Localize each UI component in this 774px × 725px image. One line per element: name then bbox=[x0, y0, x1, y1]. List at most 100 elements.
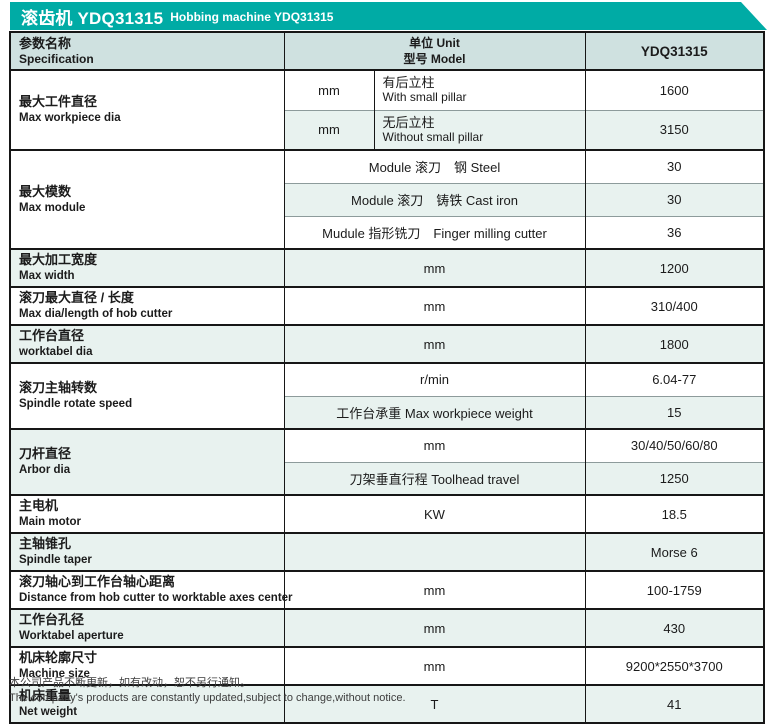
unit-cell: mm bbox=[283, 324, 586, 363]
spec-label-en: Spindle taper bbox=[19, 554, 92, 566]
spec-label-en: Machine size bbox=[19, 668, 90, 680]
header-spec-zh: 参数名称 bbox=[19, 35, 72, 51]
spec-label-en: Distance from hob cutter to worktable ax… bbox=[19, 592, 293, 604]
value-cell: 18.5 bbox=[584, 494, 765, 533]
header-unit-label: 单位 Unit bbox=[409, 36, 460, 50]
value-cell: 3150 bbox=[584, 109, 765, 150]
spec-label-cell: 最大模数 Max module bbox=[9, 149, 285, 249]
footer-note-zh: 本公司产品不断更新，如有改动，恕不另行通知。 bbox=[9, 677, 251, 689]
unit-cell: mm bbox=[283, 428, 586, 462]
unit-cell: mm bbox=[283, 286, 586, 325]
spec-label-en: Worktabel aperture bbox=[19, 630, 124, 642]
variant-cell: 无后立柱 Without small pillar bbox=[373, 109, 586, 150]
spec-label-cell: 最大加工宽度 Max width bbox=[9, 248, 285, 287]
spec-label-en: Max module bbox=[19, 201, 86, 214]
spec-label-cell: 主电机 Main motor bbox=[9, 494, 285, 533]
spec-label-cell: 滚刀轴心到工作台轴心距离 Distance from hob cutter to … bbox=[9, 570, 293, 609]
spec-row: 主轴锥孔 Spindle taper Morse 6 bbox=[9, 532, 765, 571]
spec-label-cell: 机床重量 Net weight bbox=[9, 684, 285, 723]
spec-row: 机床轮廓尺寸 Machine size mm 9200*2550*3700 bbox=[9, 646, 765, 685]
spec-label-zh: 最大加工宽度 bbox=[19, 252, 98, 267]
value-cell: 30/40/50/60/80 bbox=[584, 428, 765, 462]
value-cell: 30 bbox=[584, 182, 765, 216]
spec-row: mm 无后立柱 Without small pillar 3150 bbox=[10, 109, 765, 150]
spec-label-en: Spindle rotate speed bbox=[19, 398, 133, 410]
value-cell: 9200*2550*3700 bbox=[584, 646, 765, 685]
variant-en: With small pillar bbox=[382, 90, 467, 105]
spec-row: 工作台孔径 Worktabel aperture mm 430 bbox=[9, 608, 765, 647]
variant-cell: 有后立柱 With small pillar bbox=[373, 69, 586, 110]
spec-table-body: 最大工件直径 Max workpiece dia mm 有后立柱 With small … bbox=[9, 69, 765, 723]
value-cell: Morse 6 bbox=[584, 532, 765, 571]
spec-label-zh: 刀杆直径 bbox=[19, 446, 72, 461]
unit-cell: Module 滚刀 铸铁 Cast iron bbox=[283, 182, 586, 216]
spec-row: 工作台承重 Max workpiece weight 15 bbox=[10, 395, 765, 429]
title-banner: 滚齿机 YDQ31315 Hobbing machine YDQ31315 bbox=[10, 2, 767, 30]
unit-cell: T bbox=[283, 684, 586, 723]
spec-label-en: Max dia/length of hob cutter bbox=[19, 308, 173, 320]
spec-label-cell: 工作台直径 worktabel dia bbox=[9, 324, 285, 363]
unit-cell: mm bbox=[283, 248, 586, 287]
spec-row: 滚刀主轴转数 Spindle rotate speed r/min 6.04-77 bbox=[9, 362, 765, 429]
unit-cell bbox=[283, 532, 586, 571]
spec-row: 最大模数 Max module Module 滚刀 钢 Steel 30 bbox=[9, 149, 765, 249]
spec-label-zh: 工作台直径 bbox=[19, 328, 85, 343]
spec-label-en: worktabel dia bbox=[19, 346, 93, 358]
spec-row: 滚刀轴心到工作台轴心距离 Distance from hob cutter to … bbox=[9, 570, 765, 609]
header-cell-model-value: YDQ31315 bbox=[584, 31, 765, 71]
unit-cell: mm bbox=[283, 646, 586, 685]
footer-note: 本公司产品不断更新，如有改动，恕不另行通知。 The company's pro… bbox=[9, 676, 769, 706]
value-cell: 100-1759 bbox=[584, 570, 765, 609]
spec-label-cell: 工作台孔径 Worktabel aperture bbox=[9, 608, 285, 647]
value-cell: 1600 bbox=[584, 69, 765, 110]
spec-label-zh: 机床轮廓尺寸 bbox=[19, 650, 98, 665]
header-model-label: 型号 Model bbox=[403, 52, 466, 66]
spec-row: Module 滚刀 铸铁 Cast iron 30 bbox=[10, 182, 765, 216]
table-header-row: 参数名称 Specification 单位 Unit 型号 Model YDQ3… bbox=[9, 31, 765, 71]
spec-row: 工作台直径 worktabel dia mm 1800 bbox=[9, 324, 765, 363]
unit-cell: 刀架垂直行程 Toolhead travel bbox=[283, 461, 586, 495]
value-cell: 430 bbox=[584, 608, 765, 647]
spec-label-en: Net weight bbox=[19, 706, 78, 718]
spec-row: Mudule 指形铣刀 Finger milling cutter 36 bbox=[10, 215, 765, 249]
spec-row: 最大加工宽度 Max width mm 1200 bbox=[9, 248, 765, 287]
spec-row: 主电机 Main motor KW 18.5 bbox=[9, 494, 765, 533]
variant-en: Without small pillar bbox=[382, 129, 484, 144]
footer-note-en: The company's products are constantly up… bbox=[9, 692, 406, 704]
unit-cell: r/min bbox=[283, 362, 586, 396]
value-cell: 41 bbox=[584, 684, 765, 723]
spec-table: 参数名称 Specification 单位 Unit 型号 Model YDQ3… bbox=[9, 31, 765, 724]
value-cell: 1200 bbox=[584, 248, 765, 287]
spec-label-cell: 机床轮廓尺寸 Machine size bbox=[9, 646, 285, 685]
unit-cell: mm bbox=[283, 570, 586, 609]
value-cell: 15 bbox=[584, 395, 765, 429]
spec-label-zh: 最大模数 bbox=[19, 183, 72, 199]
header-cell-specification: 参数名称 Specification bbox=[9, 31, 285, 71]
unit-cell: mm bbox=[283, 608, 586, 647]
spec-label-zh: 最大工件直径 bbox=[19, 94, 98, 109]
unit-cell: 工作台承重 Max workpiece weight bbox=[283, 395, 586, 429]
header-cell-unit-model: 单位 Unit 型号 Model bbox=[283, 31, 586, 71]
unit-cell: KW bbox=[283, 494, 586, 533]
spec-row: 刀杆直径 Arbor dia mm 30/40/50/60/80 bbox=[9, 428, 765, 495]
spec-label-zh: 主轴锥孔 bbox=[19, 536, 72, 551]
spec-row: 最大工件直径 Max workpiece dia mm 有后立柱 With small … bbox=[9, 69, 765, 150]
banner-title-zh: 滚齿机 YDQ31315 bbox=[21, 8, 164, 28]
spec-row: 刀架垂直行程 Toolhead travel 1250 bbox=[10, 461, 765, 495]
spec-label-cell: 最大工件直径 Max workpiece dia bbox=[9, 69, 285, 150]
value-cell: 1800 bbox=[584, 324, 765, 363]
spec-label-zh: 滚刀轴心到工作台轴心距离 bbox=[19, 574, 176, 589]
variant-zh: 有后立柱 bbox=[382, 75, 435, 91]
spec-label-cell: 主轴锥孔 Spindle taper bbox=[9, 532, 285, 571]
spec-label-cell: 刀杆直径 Arbor dia bbox=[9, 428, 285, 495]
unit-cell: Mudule 指形铣刀 Finger milling cutter bbox=[283, 215, 586, 249]
spec-row: 机床重量 Net weight T 41 bbox=[9, 684, 765, 723]
spec-label-zh: 工作台孔径 bbox=[19, 612, 85, 627]
value-cell: 310/400 bbox=[584, 286, 765, 325]
unit-cell: Module 滚刀 钢 Steel bbox=[283, 149, 586, 183]
spec-label-zh: 主电机 bbox=[19, 498, 59, 513]
spec-row: 滚刀最大直径 / 长度 Max dia/length of hob cutter m… bbox=[9, 286, 765, 325]
value-cell: 30 bbox=[584, 149, 765, 183]
unit-cell: mm bbox=[283, 109, 375, 150]
